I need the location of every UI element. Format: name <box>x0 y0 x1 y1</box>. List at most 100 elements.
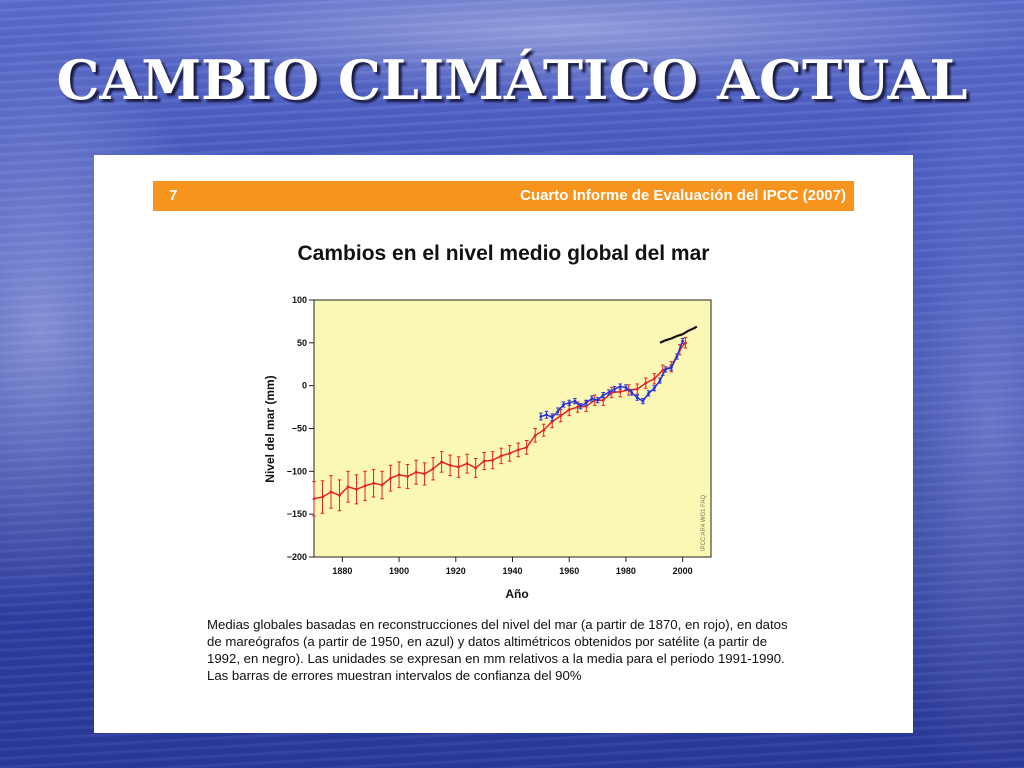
slide-title: CAMBIO CLIMÁTICO ACTUAL <box>56 48 968 112</box>
data-point <box>681 339 685 343</box>
y-axis-label: Nivel del mar (mm) <box>263 375 277 482</box>
x-axis: 1880 1900 1920 1940 1960 1980 2000 <box>332 557 693 576</box>
y-axis: 100 50 0 −50 −100 −150 −200 <box>287 295 314 562</box>
banner-report-title: Cuarto Informe de Evaluación del IPCC (2… <box>520 187 846 204</box>
data-point <box>499 454 503 458</box>
data-point <box>567 408 571 412</box>
data-point <box>457 465 461 469</box>
y-tick-label: −50 <box>292 424 307 434</box>
data-point <box>601 398 605 402</box>
data-point <box>652 377 656 381</box>
data-point <box>508 451 512 455</box>
data-point <box>542 428 546 432</box>
y-tick-label: −150 <box>287 509 307 519</box>
figure-caption: Medias globales basadas en reconstruccio… <box>207 616 827 684</box>
data-point <box>312 497 316 501</box>
data-point <box>647 391 651 395</box>
data-point <box>669 366 673 370</box>
data-point <box>675 355 679 358</box>
data-point <box>635 387 639 391</box>
data-point <box>573 399 577 403</box>
data-point <box>465 462 469 466</box>
data-series <box>659 325 698 344</box>
data-point <box>482 459 486 463</box>
x-tick-label: 1880 <box>332 566 352 576</box>
data-series <box>312 337 688 517</box>
data-point <box>664 367 668 371</box>
data-point <box>630 391 633 394</box>
x-tick-label: 1940 <box>502 566 522 576</box>
data-point <box>644 381 648 385</box>
data-point <box>431 467 435 471</box>
data-point <box>556 409 560 413</box>
y-tick-label: −200 <box>287 552 307 562</box>
data-point <box>533 433 537 437</box>
report-banner: 7 Cuarto Informe de Evaluación del IPCC … <box>153 181 854 211</box>
data-point <box>658 379 662 382</box>
y-tick-label: 0 <box>302 381 307 391</box>
data-point <box>474 466 478 470</box>
data-point <box>618 390 622 394</box>
figure-panel: 7 Cuarto Informe de Evaluación del IPCC … <box>94 155 913 733</box>
data-point <box>607 391 611 394</box>
data-point <box>372 481 375 485</box>
series-layer <box>312 325 698 517</box>
data-point <box>562 403 565 406</box>
y-tick-label: −100 <box>287 466 307 476</box>
data-point <box>406 475 409 478</box>
data-point <box>346 485 350 489</box>
sea-level-chart: 100 50 0 −50 −100 −150 −200 1880 1900 1920 1940 19… <box>263 295 712 601</box>
data-point <box>652 386 656 390</box>
data-point <box>596 398 599 402</box>
data-point <box>545 413 548 417</box>
data-point <box>491 458 495 462</box>
data-point <box>684 341 687 345</box>
data-point <box>397 473 401 477</box>
data-series <box>539 338 685 422</box>
figure-watermark: IPCC AR4 WG1 FAQ <box>701 495 707 552</box>
data-point <box>414 470 418 474</box>
caption-line: de mareógrafos (a partir de 1950, en azu… <box>207 634 768 649</box>
data-point <box>525 445 529 449</box>
data-point <box>579 404 582 408</box>
data-point <box>641 399 645 403</box>
data-point <box>618 385 622 388</box>
data-point <box>321 495 324 499</box>
data-point <box>440 460 444 464</box>
data-point <box>559 414 563 418</box>
data-point <box>550 415 554 419</box>
data-point <box>635 396 639 400</box>
data-point <box>423 472 426 476</box>
data-point <box>355 487 358 491</box>
caption-line: Las barras de errores muestran intervalo… <box>207 668 582 683</box>
data-point <box>590 397 594 400</box>
data-point <box>661 368 665 372</box>
data-point <box>567 401 571 405</box>
data-point <box>601 393 605 397</box>
figure-heading: Cambios en el nivel medio global del mar <box>297 242 710 265</box>
data-point <box>380 483 384 487</box>
series-line <box>659 325 698 344</box>
data-point <box>329 490 333 494</box>
data-point <box>363 484 367 488</box>
x-tick-label: 1900 <box>389 566 409 576</box>
y-tick-label: 50 <box>297 338 307 348</box>
data-point <box>516 448 520 452</box>
x-tick-label: 1980 <box>616 566 636 576</box>
x-axis-label: Año <box>505 587 528 601</box>
caption-line: Medias globales basadas en reconstruccio… <box>207 617 788 632</box>
data-point <box>539 415 543 418</box>
data-point <box>584 401 588 405</box>
data-point <box>389 476 392 480</box>
y-tick-label: 100 <box>292 295 307 305</box>
data-point <box>338 493 341 497</box>
x-tick-label: 2000 <box>673 566 693 576</box>
caption-line: 1992, en negro). Las unidades se expresa… <box>207 651 785 666</box>
banner-number: 7 <box>169 187 178 204</box>
data-point <box>624 385 628 389</box>
data-point <box>613 387 616 391</box>
data-point <box>576 405 580 409</box>
x-tick-label: 1920 <box>446 566 466 576</box>
data-point <box>448 463 452 467</box>
plot-area <box>313 299 712 558</box>
